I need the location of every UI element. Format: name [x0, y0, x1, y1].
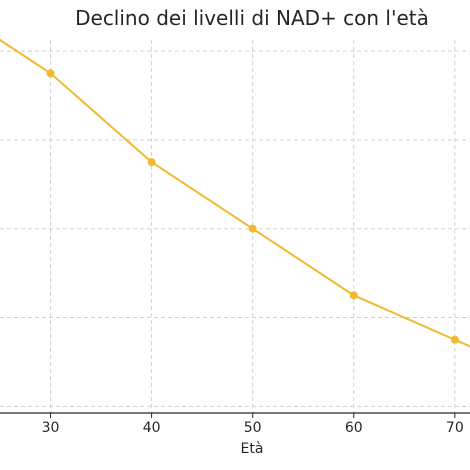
x-tick-label-0: 30	[42, 420, 60, 436]
data-point-4	[349, 291, 358, 300]
data-point-3	[248, 224, 257, 233]
x-tick-label-2: 50	[244, 420, 262, 436]
series-0	[0, 38, 470, 348]
data-point-5	[450, 335, 459, 344]
x-tick-label-1: 40	[143, 420, 161, 436]
x-tick-label-3: 60	[345, 420, 363, 436]
data-point-1	[46, 69, 55, 78]
series-layer	[0, 38, 470, 348]
x-tick-label-4: 70	[446, 420, 464, 436]
grid-layer	[0, 40, 470, 413]
chart-title: Declino dei livelli di NAD+ con l'età	[75, 6, 429, 30]
axis-layer: 30 40 50 60 70	[0, 412, 470, 436]
series-line-0	[0, 38, 470, 348]
x-axis-label: Età	[241, 441, 264, 457]
data-point-2	[147, 158, 156, 167]
